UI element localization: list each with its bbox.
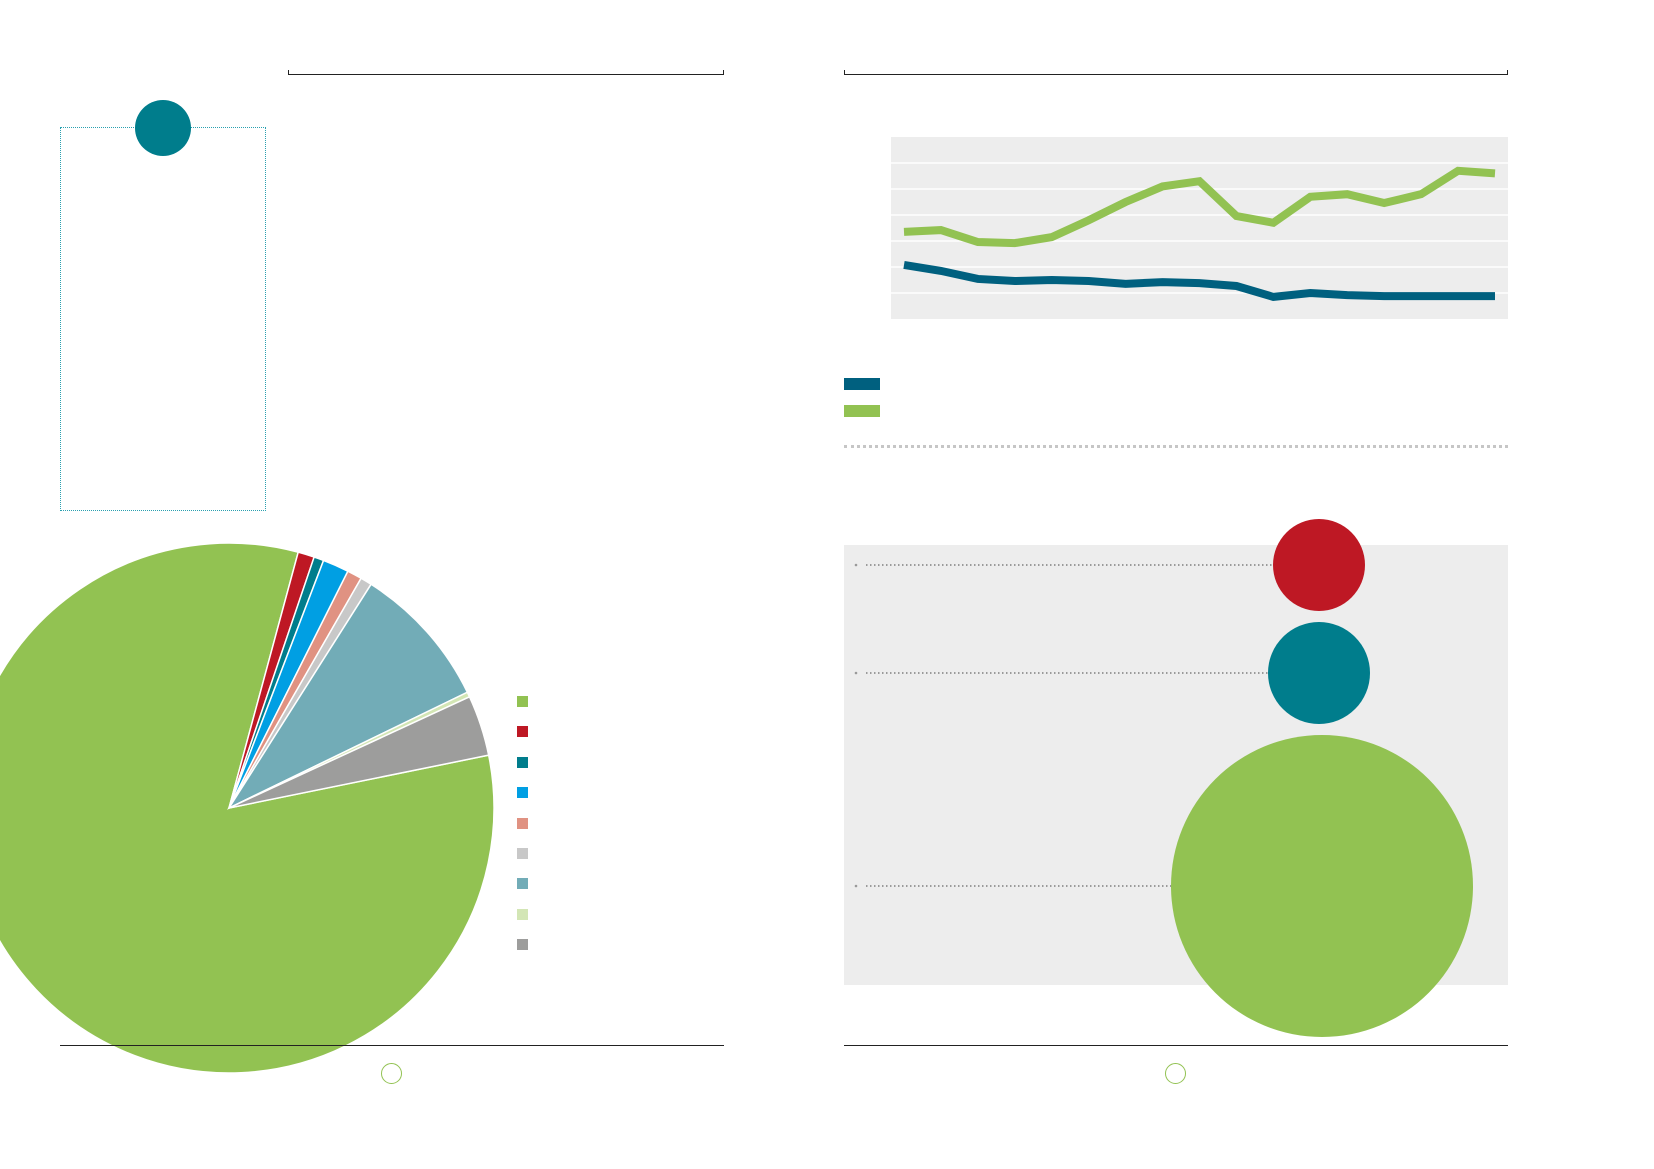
- pie-slice-8: [228, 695, 490, 809]
- bottom-rule-left: [60, 1045, 724, 1046]
- rule-end-tick: [1507, 70, 1508, 75]
- pie-legend-swatch-1: [517, 726, 528, 738]
- line-chart: [891, 137, 1508, 319]
- rule-end-tick: [288, 70, 289, 75]
- rule-end-tick: [844, 70, 845, 75]
- pie-legend-swatch-3: [517, 787, 528, 799]
- pie-slice-6: [226, 583, 469, 810]
- bottom-rule-right: [844, 1045, 1508, 1046]
- top-rule-right: [844, 74, 1508, 75]
- leader-dot: [854, 884, 858, 888]
- pie-legend-swatch-7: [517, 908, 528, 920]
- pie-legend-swatch-6: [517, 878, 528, 890]
- leader-dot: [854, 671, 858, 675]
- dotted-separator: [844, 445, 1508, 448]
- rule-end-tick: [723, 70, 724, 75]
- pie-slice-0: [0, 542, 495, 1074]
- page-number-circle-left: [381, 1063, 402, 1084]
- legend-swatch-series-1: [844, 378, 880, 390]
- pie-legend-swatch-2: [517, 756, 528, 768]
- legend-swatch-series-2: [844, 405, 880, 417]
- top-rule-left: [288, 74, 724, 75]
- bubble-0: [1273, 519, 1365, 611]
- pie-legend-swatch-8: [517, 939, 528, 951]
- page-number-circle-right: [1165, 1063, 1186, 1084]
- bubble-1: [1268, 622, 1370, 724]
- pie-legend-swatch-0: [517, 696, 528, 707]
- section-badge-icon: [135, 100, 191, 156]
- pie-legend-swatch-4: [517, 817, 528, 829]
- bubble-2: [1171, 735, 1473, 1037]
- plot-area: [891, 137, 1508, 319]
- pie-legend-swatch-5: [517, 848, 528, 859]
- leader-dot: [854, 563, 858, 567]
- pie-chart: [0, 542, 495, 1074]
